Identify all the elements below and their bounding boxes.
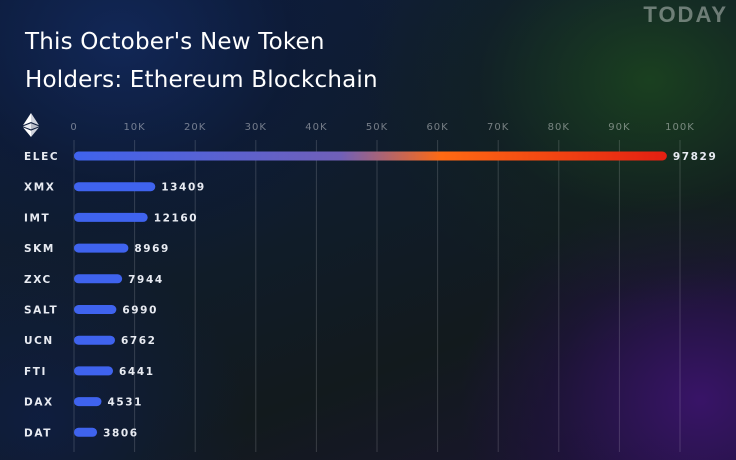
- bar: [74, 305, 117, 314]
- category-label: SALT: [24, 305, 58, 317]
- bar: [74, 243, 129, 253]
- x-tick-label: 40K: [305, 122, 327, 133]
- bar: [74, 274, 123, 284]
- data-label: 6441: [119, 366, 155, 378]
- bar: [74, 397, 102, 407]
- data-label: 13409: [161, 182, 206, 194]
- category-label: ELEC: [24, 151, 59, 163]
- x-tick-label: 0: [70, 122, 77, 133]
- bar: [74, 427, 98, 437]
- x-tick-label: 80K: [548, 122, 570, 133]
- category-label: FTI: [24, 366, 47, 378]
- x-tick-label: 10K: [123, 122, 145, 133]
- x-tick-label: 60K: [426, 122, 448, 133]
- x-tick-label: 90K: [608, 122, 630, 133]
- x-tick-label: 100K: [665, 122, 695, 133]
- chart-title-line-1: This October's New Token: [25, 29, 325, 55]
- data-label: 6762: [121, 335, 157, 347]
- chart-title: This October's New Token Holders: Ethere…: [25, 23, 545, 99]
- bar: [74, 151, 667, 161]
- brand-logo: TODAY: [643, 2, 728, 27]
- data-label: 12160: [154, 212, 199, 224]
- bar: [74, 182, 156, 192]
- category-label: ZXC: [24, 274, 52, 286]
- data-label: 97829: [673, 151, 718, 163]
- ethereum-icon: [23, 113, 39, 137]
- category-label: XMX: [24, 182, 55, 194]
- data-label: 4531: [107, 397, 143, 409]
- bar: [74, 335, 115, 345]
- data-label: 8969: [134, 243, 170, 255]
- chart-title-line-2: Holders: Ethereum Blockchain: [25, 67, 378, 93]
- category-label: IMT: [24, 212, 50, 224]
- data-label: 3806: [103, 427, 139, 439]
- x-tick-label: 30K: [245, 122, 267, 133]
- x-tick-label: 20K: [184, 122, 206, 133]
- data-label: 6990: [122, 305, 158, 317]
- x-tick-label: 50K: [366, 122, 388, 133]
- category-label: DAX: [24, 397, 54, 409]
- category-label: SKM: [24, 243, 55, 255]
- x-tick-label: 70K: [487, 122, 509, 133]
- data-label: 7944: [128, 274, 164, 286]
- bar: [74, 212, 148, 222]
- bar: [74, 366, 114, 376]
- category-label: DAT: [24, 427, 52, 439]
- category-label: UCN: [24, 335, 54, 347]
